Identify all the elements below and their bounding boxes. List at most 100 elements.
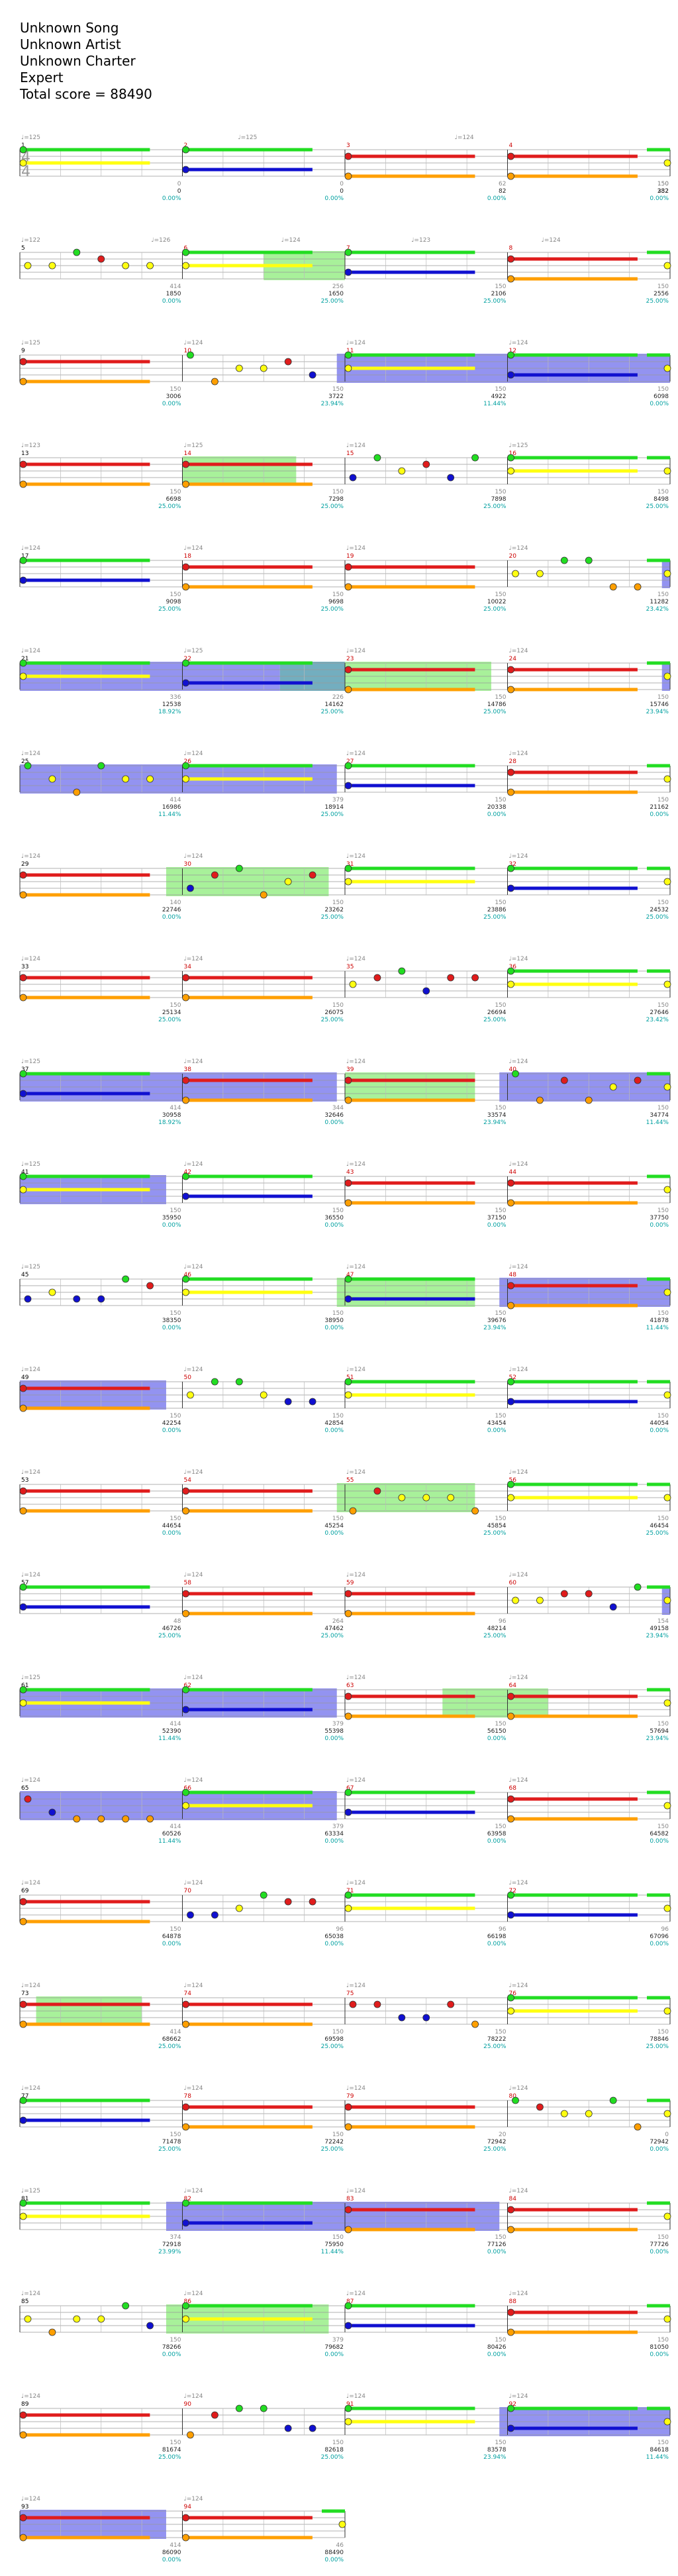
note-green xyxy=(507,1891,514,1899)
note-yellow xyxy=(122,775,130,783)
measure-score: 72942 xyxy=(487,2139,507,2145)
tempo-marker: ♩=124 xyxy=(184,1366,203,1373)
note-yellow xyxy=(349,980,357,988)
note-blue xyxy=(182,2219,189,2227)
note-green xyxy=(344,864,352,872)
charter-name: Unknown Charter xyxy=(20,53,136,69)
note-orange xyxy=(344,1712,352,1720)
measure-number: 65 xyxy=(21,1785,28,1792)
note-count: 150 xyxy=(332,386,344,393)
measure-number: 2 xyxy=(184,142,188,149)
note-yellow xyxy=(398,467,406,475)
sp-percent: 0.00% xyxy=(487,2249,507,2255)
note-count: 150 xyxy=(495,1516,506,1522)
tempo-marker: ♩=124 xyxy=(21,1469,40,1476)
note-yellow xyxy=(182,775,189,783)
measure-number: 53 xyxy=(21,1477,28,1484)
tempo-marker: ♩=124 xyxy=(346,1161,365,1168)
sp-percent: 23.94% xyxy=(646,1735,669,1742)
chart-header: Unknown Song Unknown Artist Unknown Char… xyxy=(20,20,152,103)
note-yellow xyxy=(663,262,671,270)
tempo-marker: ♩=124 xyxy=(346,1983,365,1989)
difficulty-label: Expert xyxy=(20,70,64,85)
note-green xyxy=(512,1070,519,1078)
note-count: 379 xyxy=(332,2337,344,2344)
tempo-marker: ♩=124 xyxy=(21,2085,40,2092)
measure-score: 49158 xyxy=(650,1625,669,1632)
note-yellow xyxy=(663,2110,671,2118)
song-title: Unknown Song xyxy=(20,20,119,36)
note-count: 150 xyxy=(332,1208,344,1214)
measure-number: 91 xyxy=(346,2401,354,2408)
measure-score: 9698 xyxy=(328,599,344,605)
note-yellow xyxy=(187,1391,194,1399)
note-orange xyxy=(19,1918,27,1926)
sp-percent: 25.00% xyxy=(321,2454,344,2461)
tempo-marker: ♩=124 xyxy=(346,2188,365,2194)
note-count: 150 xyxy=(170,1002,181,1009)
artist-name: Unknown Artist xyxy=(20,36,121,52)
measure-score: 42254 xyxy=(162,1420,181,1427)
note-yellow xyxy=(260,1391,267,1399)
note-red xyxy=(19,2411,27,2419)
note-yellow xyxy=(663,2418,671,2426)
tempo-marker: ♩=124 xyxy=(184,750,203,757)
tempo-marker: ♩=124 xyxy=(21,750,40,757)
note-count: 150 xyxy=(332,2029,344,2035)
sp-percent: 0.00% xyxy=(650,1222,669,1229)
note-yellow xyxy=(422,1494,430,1502)
measure-score: 72918 xyxy=(162,2241,181,2248)
measure-number: 39 xyxy=(346,1066,354,1073)
tempo-marker: ♩=125 xyxy=(184,648,203,654)
note-red xyxy=(182,2103,189,2111)
note-count: 414 xyxy=(170,1721,181,1727)
sp-percent: 25.00% xyxy=(483,1017,507,1023)
tempo-marker: ♩=124 xyxy=(509,1161,528,1168)
note-yellow xyxy=(507,2007,514,2015)
note-blue xyxy=(73,1295,81,1303)
measure-number: 66 xyxy=(184,1785,192,1792)
note-count: 150 xyxy=(170,1310,181,1317)
note-red xyxy=(585,1590,593,1598)
tempo-marker: ♩=124 xyxy=(184,2496,203,2502)
sp-percent: 0.00% xyxy=(162,2351,181,2358)
note-count: 150 xyxy=(657,797,669,803)
tempo-marker: ♩=124 xyxy=(21,1572,40,1578)
sp-percent: 0.00% xyxy=(162,914,181,921)
measure-number: 57 xyxy=(21,1580,28,1586)
note-yellow xyxy=(146,775,154,783)
measure-score: 81674 xyxy=(162,2447,181,2453)
sp-percent: 0.00% xyxy=(650,811,669,818)
measure-number: 94 xyxy=(184,2504,192,2510)
note-yellow xyxy=(260,364,267,372)
sp-percent: 25.00% xyxy=(483,914,507,921)
measure-number: 58 xyxy=(184,1580,192,1586)
measure-number: 19 xyxy=(346,553,354,560)
sp-percent: 25.00% xyxy=(321,1017,344,1023)
tempo-marker: ♩=124 xyxy=(509,1058,528,1065)
measure-number: 21 xyxy=(21,656,28,662)
measure-number: 34 xyxy=(184,964,192,970)
measure-score: 57694 xyxy=(650,1728,669,1735)
measure-number: 76 xyxy=(509,1990,517,1997)
note-yellow xyxy=(663,570,671,578)
tempo-marker: ♩=122 xyxy=(21,237,40,244)
note-orange xyxy=(507,1712,514,1720)
measure-number: 29 xyxy=(21,861,29,868)
note-count: 150 xyxy=(495,1310,506,1317)
measure-score: 38950 xyxy=(324,1317,344,1324)
measure-score: 7898 xyxy=(491,496,507,503)
tempo-marker: ♩=124 xyxy=(184,1880,203,1886)
measure-score: 69598 xyxy=(324,2036,344,2043)
note-count: 0 xyxy=(340,181,344,187)
note-count: 150 xyxy=(495,489,506,495)
tempo-marker: ♩=124 xyxy=(346,340,365,346)
sp-percent: 25.00% xyxy=(646,298,669,305)
tempo-marker: ♩=124 xyxy=(184,2085,203,2092)
sp-percent: 25.00% xyxy=(158,2043,181,2050)
tempo-marker: ♩=124 xyxy=(21,956,40,962)
note-yellow xyxy=(663,364,671,372)
note-yellow xyxy=(663,1699,671,1707)
note-orange xyxy=(344,2123,352,2131)
note-green xyxy=(211,1378,218,1386)
